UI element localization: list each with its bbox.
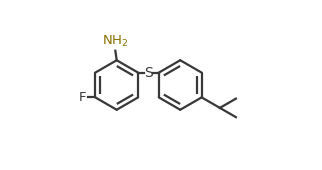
Text: F: F: [79, 91, 86, 104]
Text: S: S: [144, 66, 153, 80]
Text: NH$_2$: NH$_2$: [102, 34, 128, 49]
